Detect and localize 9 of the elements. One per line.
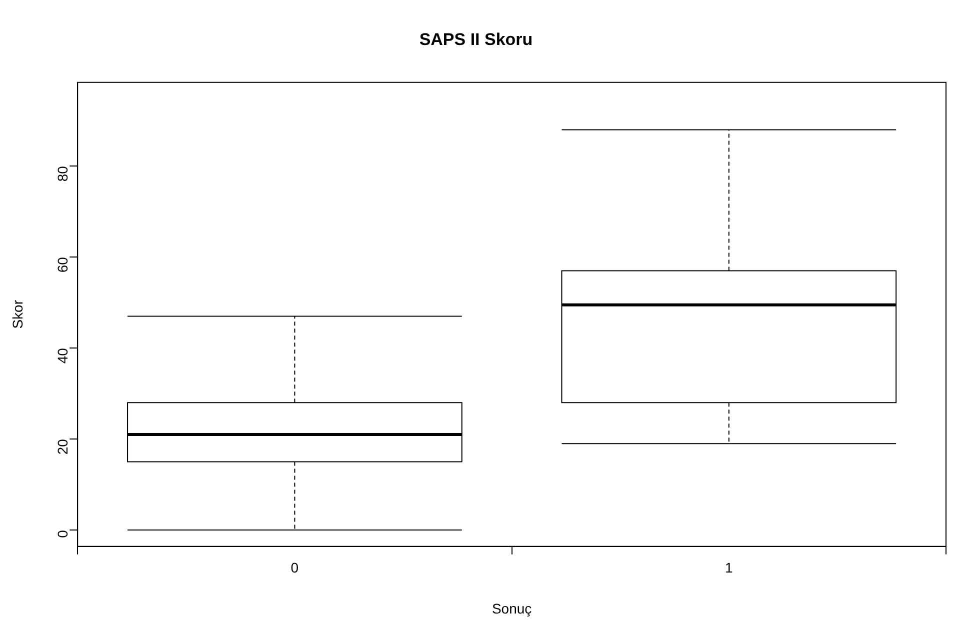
y-tick-label: 80	[54, 166, 70, 182]
y-tick-label: 60	[54, 256, 70, 273]
x-tick-label: 1	[725, 560, 733, 576]
y-tick-label: 40	[54, 348, 70, 364]
y-tick-label: 20	[54, 438, 70, 455]
chart-title: SAPS II Skoru	[419, 30, 533, 49]
y-axis-title: Skor	[9, 300, 26, 329]
x-axis-title: Sonuç	[492, 600, 532, 616]
y-tick-label: 0	[54, 530, 70, 538]
